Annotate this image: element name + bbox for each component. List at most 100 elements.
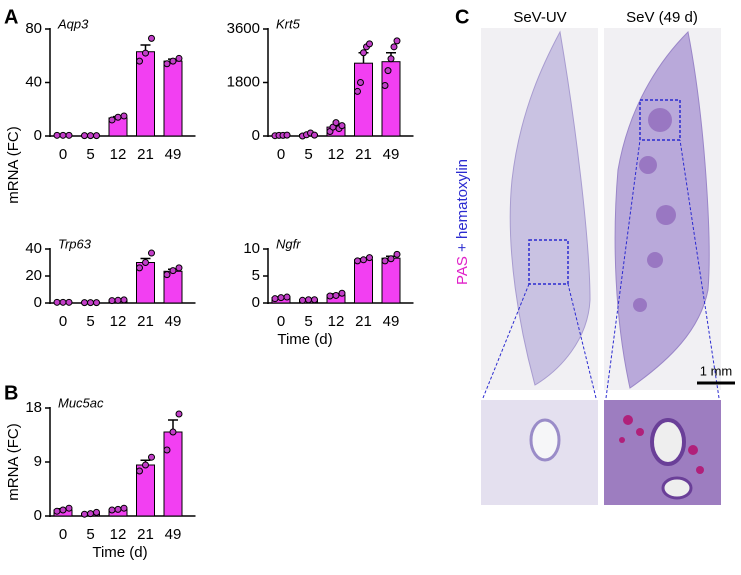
data-point (360, 256, 367, 264)
panel-letter: B (4, 382, 18, 404)
data-point (163, 271, 171, 279)
y-tick-label: 5 (252, 267, 260, 284)
data-point (332, 291, 340, 299)
data-point (87, 132, 94, 140)
bar (163, 60, 183, 137)
y-tick-label: 0 (34, 127, 42, 144)
zoom-line (679, 139, 720, 399)
data-point (120, 504, 128, 512)
airway (650, 418, 686, 466)
y-axis-label: mRNA (FC) (5, 423, 22, 501)
x-tick-label: 49 (165, 526, 182, 543)
data-point (393, 250, 401, 258)
y-tick-label: 40 (25, 73, 42, 90)
y-tick-label: 0 (252, 127, 260, 144)
bar (354, 259, 373, 304)
x-tick-label: 21 (355, 313, 372, 330)
y-tick-label: 80 (25, 20, 42, 37)
x-tick-label: 49 (383, 146, 400, 163)
bar (381, 257, 401, 304)
data-point (114, 113, 122, 121)
lung-section (509, 30, 591, 386)
x-axis-label: Time (d) (277, 331, 332, 348)
y-tick-label: 3600 (227, 20, 260, 37)
data-point (114, 505, 122, 513)
data-point (136, 467, 143, 475)
panel-letter: A (4, 6, 18, 28)
x-tick-label: 5 (86, 526, 94, 543)
x-tick-label: 5 (86, 313, 94, 330)
zoom-line (605, 139, 641, 399)
stain-pas: PAS (454, 256, 471, 285)
data-point (142, 259, 149, 266)
data-point (354, 257, 361, 265)
data-point (87, 510, 94, 518)
data-point (360, 49, 367, 57)
data-point (299, 296, 306, 304)
data-point (381, 257, 389, 265)
bar (381, 61, 401, 137)
data-point (277, 294, 285, 302)
data-point (305, 296, 312, 304)
data-point (366, 254, 373, 262)
x-tick-label: 0 (59, 526, 67, 543)
data-point (93, 132, 100, 140)
data-point (169, 57, 177, 65)
data-point (311, 296, 318, 304)
data-point (366, 40, 373, 48)
data-point (283, 131, 291, 139)
y-tick-label: 9 (34, 453, 42, 470)
x-tick-label: 49 (383, 313, 400, 330)
y-tick-label: 0 (252, 294, 260, 311)
data-point (93, 299, 100, 307)
chart-title: Krt5 (276, 16, 301, 31)
x-tick-label: 21 (137, 313, 154, 330)
y-axis-label: mRNA (FC) (5, 126, 22, 204)
x-tick-label: 12 (110, 526, 127, 543)
data-point (338, 289, 346, 297)
x-tick-label: 12 (328, 146, 345, 163)
chart-title: Trp63 (58, 236, 92, 251)
y-tick-label: 0 (34, 507, 42, 524)
x-tick-label: 12 (328, 313, 345, 330)
data-point (108, 506, 116, 514)
panel-letter: C (455, 6, 469, 28)
data-point (387, 55, 395, 63)
data-point (354, 87, 361, 95)
zoom-box (639, 99, 681, 141)
x-tick-label: 5 (304, 313, 312, 330)
airway (661, 476, 693, 500)
data-point (114, 296, 122, 304)
x-tick-label: 21 (137, 146, 154, 163)
zoom-line (567, 283, 597, 399)
data-point (142, 461, 149, 469)
data-point (53, 298, 61, 306)
data-point (65, 504, 73, 512)
data-point (53, 131, 61, 139)
x-tick-label: 0 (277, 313, 285, 330)
data-point (338, 122, 346, 130)
data-point (59, 506, 67, 514)
data-point (393, 37, 401, 45)
mucus-cells (619, 415, 704, 474)
data-point (163, 60, 171, 68)
data-point (120, 112, 128, 120)
data-point (384, 67, 392, 75)
data-point (81, 132, 88, 140)
x-tick-label: 0 (277, 146, 285, 163)
data-point (93, 508, 100, 516)
x-tick-label: 49 (165, 146, 182, 163)
x-tick-label: 5 (304, 146, 312, 163)
x-tick-label: 49 (165, 313, 182, 330)
bar (354, 62, 373, 137)
zoom-box (528, 239, 569, 285)
data-point (53, 507, 61, 515)
data-point (175, 264, 183, 272)
data-point (332, 119, 340, 127)
scale-bar-label: 1 mm (700, 363, 733, 378)
stain-label: PAS + hematoxylin (454, 159, 471, 285)
data-point (136, 57, 143, 65)
x-tick-label: 21 (137, 526, 154, 543)
data-point (59, 298, 67, 306)
x-tick-label: 12 (110, 146, 127, 163)
